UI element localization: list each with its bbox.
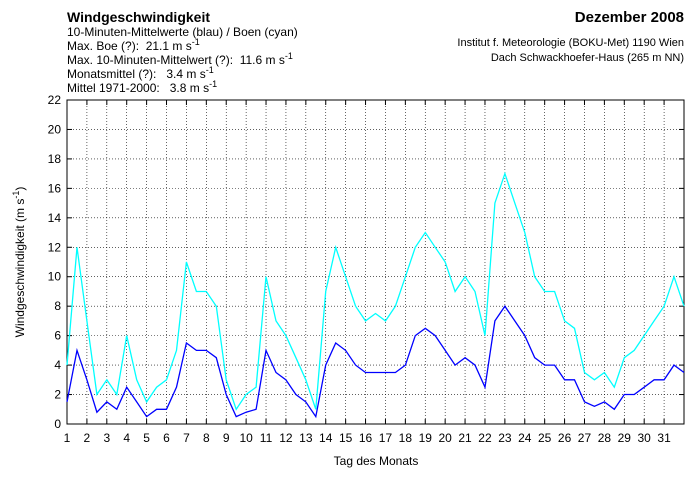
x-tick-label: 17 <box>379 431 393 445</box>
x-tick-label: 25 <box>538 431 552 445</box>
x-tick-label: 18 <box>399 431 413 445</box>
info-line: Monatsmittel (?): 3.4 m s-1 <box>67 65 214 81</box>
x-tick-label: 28 <box>598 431 612 445</box>
info-line: Max. Boe (?): 21.1 m s-1 <box>67 37 200 53</box>
y-axis-label: Windgeschwindigkeit (m s-1) <box>11 187 27 338</box>
subtitle: 10-Minuten-Mittelwerte (blau) / Boen (cy… <box>67 25 298 39</box>
y-label-after: ) <box>13 187 27 191</box>
x-tick-label: 14 <box>319 431 333 445</box>
x-tick-label: 30 <box>638 431 652 445</box>
y-label-text: Windgeschwindigkeit (m s <box>13 199 27 338</box>
info-sup: -1 <box>206 65 214 75</box>
y-tick-label: 2 <box>54 388 61 402</box>
x-tick-label: 9 <box>223 431 230 445</box>
x-tick-label: 10 <box>239 431 253 445</box>
x-tick-label: 8 <box>203 431 210 445</box>
y-tick-label: 0 <box>54 417 61 431</box>
x-tick-label: 26 <box>558 431 572 445</box>
y-tick-label: 20 <box>48 122 62 136</box>
source-line: Dach Schwackhoefer-Haus (265 m NN) <box>491 52 684 64</box>
y-label-sup: -1 <box>11 191 21 199</box>
source-line: Institut f. Meteorologie (BOKU-Met) 1190… <box>457 37 684 49</box>
x-tick-label: 11 <box>260 431 273 445</box>
x-tick-label: 19 <box>419 431 433 445</box>
info-line: Mittel 1971-2000: 3.8 m s-1 <box>67 79 217 95</box>
x-tick-label: 12 <box>279 431 293 445</box>
x-tick-label: 15 <box>339 431 353 445</box>
plot-frame <box>66 99 685 425</box>
info-line: Max. 10-Minuten-Mittelwert (?): 11.6 m s… <box>67 51 293 67</box>
chart-title: Windgeschwindigkeit <box>67 9 210 25</box>
y-tick-label: 10 <box>48 270 62 284</box>
y-tick-label: 22 <box>48 93 62 107</box>
info-sup: -1 <box>192 37 200 47</box>
info-text: Monatsmittel (?): 3.4 m s <box>67 67 206 81</box>
chart-title-right: Dezember 2008 <box>575 9 684 26</box>
info-sup: -1 <box>209 79 217 89</box>
series-line <box>66 171 685 411</box>
x-tick-label: 27 <box>578 431 592 445</box>
x-tick-label: 1 <box>64 431 71 445</box>
y-tick-label: 16 <box>48 181 62 195</box>
x-tick-label: 20 <box>438 431 452 445</box>
x-tick-label: 5 <box>143 431 150 445</box>
info-sup: -1 <box>285 51 293 61</box>
x-tick-label: 3 <box>103 431 110 445</box>
x-tick-label: 6 <box>163 431 170 445</box>
x-tick-label: 23 <box>498 431 512 445</box>
info-text: Max. 10-Minuten-Mittelwert (?): 11.6 m s <box>67 53 285 67</box>
x-tick-label: 22 <box>478 431 492 445</box>
x-tick-label: 13 <box>299 431 313 445</box>
x-axis-label: Tag des Monats <box>334 454 419 468</box>
x-tick-label: 21 <box>458 431 472 445</box>
x-tick-label: 31 <box>657 431 671 445</box>
series-line <box>66 305 685 419</box>
y-tick-label: 18 <box>48 152 62 166</box>
x-tick-label: 4 <box>123 431 130 445</box>
x-tick-label: 2 <box>84 431 91 445</box>
y-tick-label: 8 <box>54 299 61 313</box>
y-tick-label: 6 <box>54 329 61 343</box>
x-tick-label: 7 <box>183 431 190 445</box>
y-tick-label: 4 <box>54 358 61 372</box>
info-text: Mittel 1971-2000: 3.8 m s <box>67 81 209 95</box>
x-tick-label: 29 <box>618 431 632 445</box>
y-tick-label: 14 <box>48 211 62 225</box>
y-tick-label: 12 <box>48 240 62 254</box>
x-tick-label: 24 <box>518 431 532 445</box>
info-text: Max. Boe (?): 21.1 m s <box>67 39 192 53</box>
x-tick-label: 16 <box>359 431 373 445</box>
